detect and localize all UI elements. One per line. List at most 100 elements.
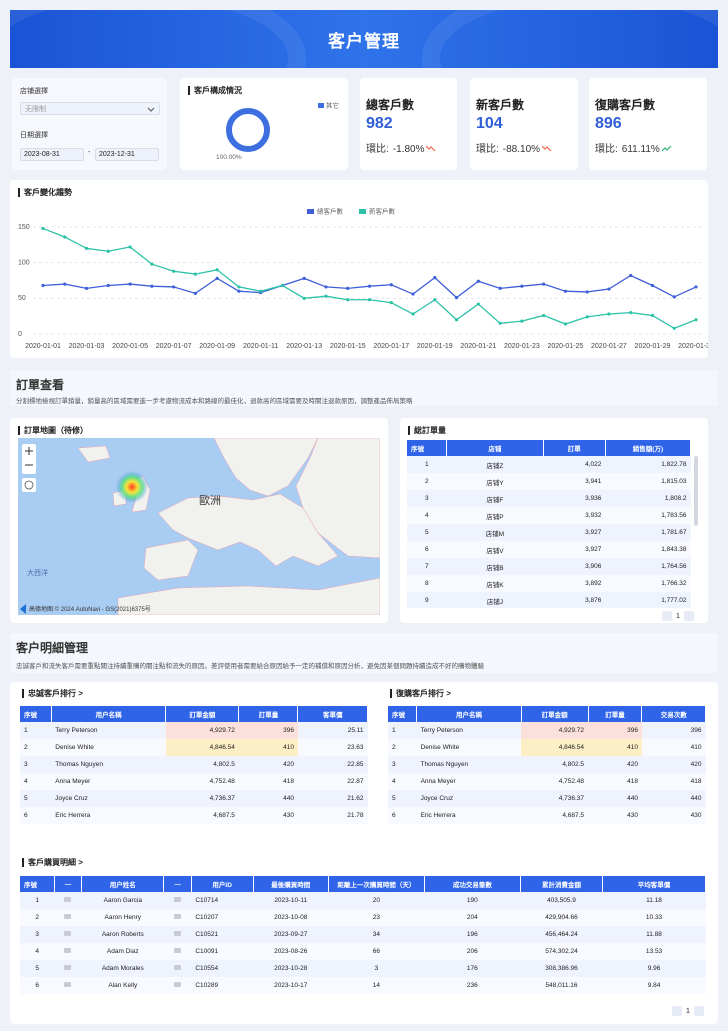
table-cell: 4,802.5 — [521, 756, 588, 773]
data-point — [150, 262, 154, 266]
table-cell: 4,022 — [543, 456, 606, 473]
table-cell: 11.88 — [602, 926, 706, 943]
table-cell: 2 — [20, 739, 52, 756]
table-cell: 396 — [641, 722, 706, 739]
table-row: 6 店铺V 3,927 1,843.38 — [407, 541, 691, 558]
header-row: 序號 店铺 訂單 銷售額(万) — [407, 440, 691, 456]
icon-cell — [54, 977, 82, 994]
x-tick-label: 2020-01-13 — [286, 343, 322, 350]
column-header: 用户名稱 — [51, 706, 167, 722]
arrow-line — [661, 145, 672, 152]
card-title: 客戶構成情況 — [188, 86, 242, 95]
data-point — [346, 298, 350, 302]
table-row: 2 Aaron Henry C10207 2023-10-08 23 204 429,904… — [20, 909, 706, 926]
table-cell: 1 — [20, 722, 52, 739]
table-cell: 4,929.72 — [165, 722, 239, 739]
section-description: 分割標地檢視訂單銷量，銷量高的區域需要進一步考慮物流成本和路線的最佳化，退款高的… — [16, 398, 413, 405]
data-point — [607, 287, 611, 291]
table-cell: C10289 — [191, 977, 254, 994]
date-end[interactable]: 2023-12-31 — [95, 148, 159, 161]
x-tick-label: 2020-01-31 — [678, 343, 708, 350]
page-number[interactable]: 1 — [686, 1007, 690, 1015]
data-point — [411, 312, 415, 316]
icon-cell — [163, 892, 192, 909]
data-table: 序號 — 用户姓名 — 用户ID 最後購買時間 距離上一次購買時間（天） 成功交易筆數 累計消費… — [20, 876, 706, 994]
table-cell: 196 — [424, 926, 521, 943]
detail-table-wrap: 序號 — 用户姓名 — 用户ID 最後購買時間 距離上一次購買時間（天） 成功交易筆數 累計消費… — [20, 876, 706, 1000]
prev-page[interactable] — [662, 611, 672, 621]
table-cell: 2 — [388, 739, 417, 756]
table-cell: 440 — [238, 790, 298, 807]
data-point — [193, 291, 197, 295]
compass-icon — [24, 480, 34, 490]
prev-page[interactable] — [672, 1006, 682, 1016]
table-cell: 4,687.5 — [165, 807, 239, 824]
table-cell: 4,846.54 — [521, 739, 588, 756]
data-point — [302, 296, 306, 300]
column-header: 訂單金額 — [521, 706, 589, 722]
table-cell: 3,941 — [543, 473, 606, 490]
legend-label: 新客戶數 — [369, 207, 396, 216]
table-cell: 3 — [20, 926, 55, 943]
table-cell: 456,464.24 — [520, 926, 603, 943]
icon-cell — [54, 909, 82, 926]
table-cell: C10554 — [191, 960, 254, 977]
table-cell: 1,808.2 — [605, 490, 691, 507]
table-title: 忠誠客戶排行 > — [22, 689, 83, 698]
y-tick-label: 50 — [18, 295, 26, 302]
pagination: 1 — [662, 611, 694, 621]
table-cell: 1,815.03 — [605, 473, 691, 490]
table-cell: 440 — [641, 790, 706, 807]
table-cell: 3 — [20, 756, 52, 773]
ratio-value: -1.80% — [392, 144, 425, 155]
x-tick-label: 2020-01-21 — [460, 343, 496, 350]
table-row: 1 店铺Z 4,022 1,822.78 — [407, 456, 691, 473]
table-cell: 1,764.56 — [605, 558, 691, 575]
composition-card: 客戶構成情況 100.00% 其它 — [180, 78, 348, 170]
table-cell: 204 — [424, 909, 521, 926]
table-row: 4 Anna Meyer 4,752.48 418 418 — [388, 773, 706, 790]
next-page[interactable] — [693, 1006, 704, 1016]
kpi-card: 總客戶數 982 環比: -1.80% — [360, 78, 457, 170]
table-row: 2 Denise White 4,846.54 410 23.63 — [20, 739, 368, 756]
data-point — [563, 289, 568, 293]
compass-control[interactable] — [22, 478, 36, 492]
table-row: 3 Thomas Nguyen 4,802.5 420 420 — [388, 756, 706, 773]
data-point — [542, 313, 546, 318]
next-page[interactable] — [683, 611, 694, 621]
icon-cell — [54, 892, 82, 909]
data-point — [542, 282, 546, 286]
header-banner: 客户管理 — [10, 10, 718, 68]
user-icon — [174, 897, 182, 902]
table-cell: 22.87 — [297, 773, 368, 790]
scrollbar[interactable] — [694, 456, 698, 526]
table-cell: 4,929.72 — [521, 722, 588, 739]
table-cell: 308,386.96 — [520, 960, 603, 977]
column-header: 成功交易筆數 — [424, 876, 521, 892]
table-row: 1 Terry Peterson 4,929.72 396 396 — [388, 722, 706, 739]
table-cell: 9.84 — [602, 977, 706, 994]
column-header: — — [54, 876, 83, 892]
table-cell: 3,932 — [543, 507, 606, 524]
data-point — [237, 289, 241, 293]
table-cell: Terry Peterson — [416, 722, 522, 739]
table-cell: 13.53 — [602, 943, 706, 960]
x-tick-label: 2020-01-09 — [199, 343, 235, 350]
data-point — [672, 295, 676, 299]
table-cell: 23 — [328, 909, 425, 926]
table-cell: 396 — [238, 722, 298, 739]
table-cell: 店铺B — [446, 558, 544, 575]
icon-cell — [163, 909, 192, 926]
table-row: 8 店铺K 3,892 1,766.32 — [407, 575, 691, 592]
line-chart: 0 50 100 150 2020-01-01 2020-01-03 2020-01-05 2… — [18, 207, 708, 350]
customers-section: 客户明細管理 忠誠客戶和流失客戶需要重點關注持續重購的關注點和流失的原因。差評使… — [10, 633, 718, 673]
table-cell: 3 — [388, 756, 417, 773]
user-icon — [174, 948, 182, 953]
table-cell: 2 — [407, 473, 447, 490]
page-number[interactable]: 1 — [676, 612, 680, 620]
table-cell: 7 — [407, 558, 447, 575]
arrow-line — [541, 145, 552, 152]
date-start[interactable]: 2023-08-31 — [20, 148, 84, 161]
store-select[interactable]: 无限制 — [20, 102, 160, 115]
table-row: 3 Thomas Nguyen 4,802.5 420 22.85 — [20, 756, 368, 773]
